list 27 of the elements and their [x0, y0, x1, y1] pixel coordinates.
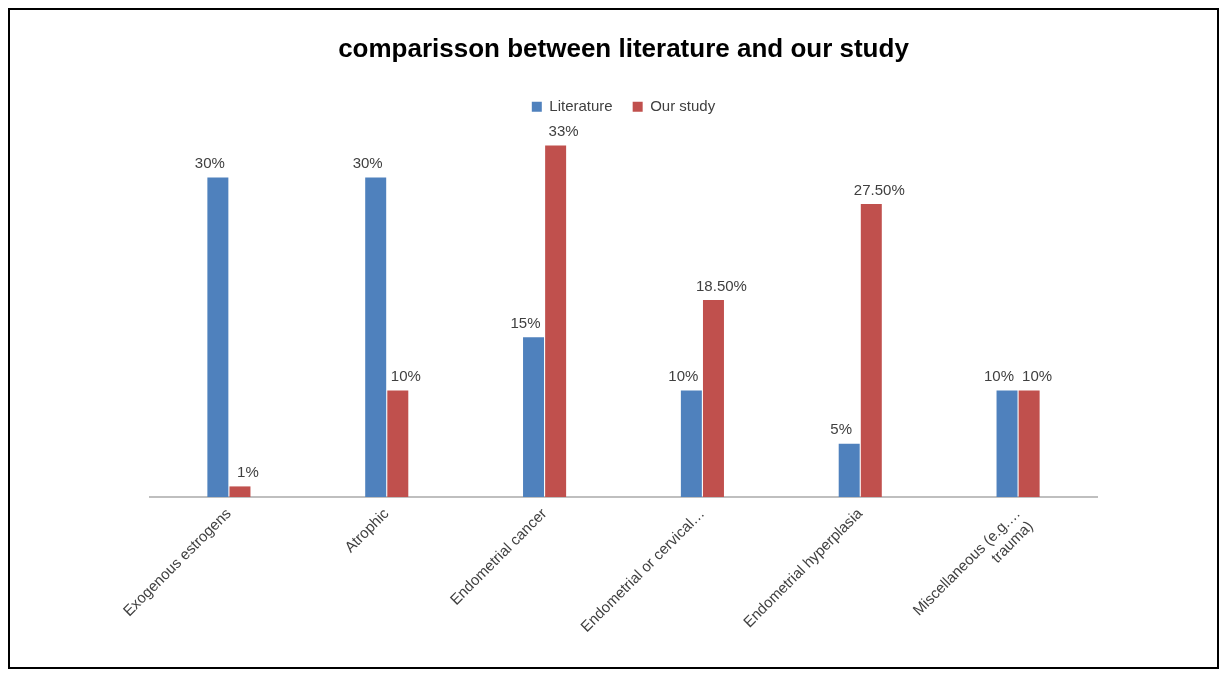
data-label: 33% [548, 122, 579, 140]
legend-label: Our study [650, 96, 716, 114]
bar [996, 390, 1018, 498]
data-label: 10% [668, 367, 699, 385]
bar [229, 486, 251, 498]
bar [680, 390, 702, 498]
data-label: 18.50% [696, 276, 747, 294]
bar [860, 204, 882, 498]
chart-title: comparisson between literature and our study [338, 32, 910, 63]
data-label: 1% [237, 463, 259, 481]
bar [207, 177, 229, 498]
bar [387, 390, 409, 498]
bar [1018, 390, 1040, 498]
data-label: 30% [352, 154, 383, 172]
data-label: 5% [830, 420, 853, 438]
data-label: 27.50% [853, 180, 905, 198]
data-label: 10% [984, 367, 1015, 385]
data-label: 10% [1022, 367, 1053, 385]
bar [838, 443, 860, 498]
bar [523, 337, 545, 498]
data-label: 30% [194, 154, 225, 172]
data-label: 15% [510, 313, 541, 331]
bar [702, 299, 724, 498]
legend-label: Literature [549, 96, 613, 114]
bar [365, 177, 387, 498]
bar [545, 145, 567, 498]
data-label: 10% [390, 367, 421, 385]
